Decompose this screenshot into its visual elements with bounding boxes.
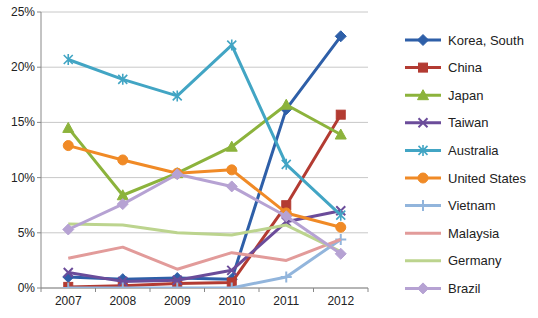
y-tick-label: 20% bbox=[11, 60, 35, 74]
point bbox=[63, 141, 73, 151]
x-tick-label: 2012 bbox=[327, 294, 354, 308]
x-tick-label: 2010 bbox=[218, 294, 245, 308]
y-tick bbox=[37, 288, 41, 289]
legend-label: Brazil bbox=[448, 281, 481, 296]
series-line bbox=[68, 224, 341, 252]
x-tick bbox=[95, 288, 96, 292]
point bbox=[63, 224, 74, 235]
chart: 0% 5% 10% 15% 20% 25% 2007 2008 2009 2010 2011 2012… bbox=[0, 0, 538, 318]
point bbox=[118, 74, 127, 85]
legend-label: Vietnam bbox=[448, 198, 495, 213]
point bbox=[64, 54, 73, 65]
legend: Korea, South China Japan Taiwan Australia Uni… bbox=[405, 33, 527, 296]
point bbox=[226, 181, 237, 192]
x-tick-label: 2007 bbox=[55, 294, 82, 308]
point bbox=[173, 90, 182, 101]
x-tick-label: 2009 bbox=[164, 294, 191, 308]
legend-line bbox=[405, 232, 441, 235]
point bbox=[118, 155, 128, 165]
y-tick-label: 15% bbox=[11, 115, 35, 129]
legend-line bbox=[405, 259, 441, 262]
series-line bbox=[68, 239, 341, 269]
point bbox=[281, 211, 292, 222]
y-tick bbox=[37, 12, 41, 13]
legend-label: Taiwan bbox=[448, 115, 488, 130]
legend-label: United States bbox=[448, 171, 527, 186]
series-line bbox=[68, 174, 341, 253]
x-tick bbox=[150, 288, 151, 292]
series-line bbox=[68, 211, 341, 282]
y-tick-label: 5% bbox=[18, 226, 36, 240]
y-tick-label: 25% bbox=[11, 5, 35, 19]
point bbox=[226, 141, 237, 151]
point bbox=[281, 271, 292, 282]
legend-label: China bbox=[448, 60, 483, 75]
legend-label: Malaysia bbox=[448, 226, 500, 241]
series-line bbox=[68, 45, 341, 215]
y-tick bbox=[37, 67, 41, 68]
legend-marker bbox=[419, 145, 428, 156]
point bbox=[281, 99, 292, 109]
legend-marker bbox=[418, 200, 429, 211]
y-tick-label: 10% bbox=[11, 171, 35, 185]
series-line bbox=[68, 239, 341, 288]
series-line bbox=[68, 115, 341, 287]
legend-label: Korea, South bbox=[448, 33, 524, 48]
point bbox=[226, 283, 237, 289]
y-tick bbox=[37, 177, 41, 178]
legend-marker bbox=[418, 35, 429, 46]
y-tick bbox=[37, 232, 41, 233]
legend-label: Germany bbox=[448, 253, 502, 268]
point bbox=[335, 129, 346, 139]
point bbox=[64, 268, 73, 277]
point bbox=[227, 165, 237, 175]
point bbox=[117, 199, 128, 210]
point bbox=[117, 283, 128, 289]
x-tick bbox=[41, 288, 42, 292]
plot-area bbox=[63, 31, 347, 288]
point bbox=[227, 266, 236, 275]
y-axis bbox=[41, 12, 42, 288]
point bbox=[335, 248, 346, 259]
series-line bbox=[68, 146, 341, 228]
legend-label: Japan bbox=[448, 88, 483, 103]
x-tick-label: 2008 bbox=[109, 294, 136, 308]
x-tick bbox=[368, 288, 369, 292]
x-tick bbox=[204, 288, 205, 292]
x-tick-label: 2011 bbox=[273, 294, 299, 308]
legend-marker bbox=[419, 63, 428, 72]
legend-marker bbox=[418, 283, 429, 294]
point bbox=[63, 283, 74, 289]
point bbox=[172, 169, 183, 180]
point bbox=[336, 110, 345, 119]
y-tick-label: 0% bbox=[18, 281, 36, 295]
series-line bbox=[68, 36, 341, 279]
grid-line bbox=[41, 177, 368, 178]
point bbox=[172, 283, 183, 289]
legend-label: Australia bbox=[448, 143, 499, 158]
point bbox=[336, 210, 345, 221]
point bbox=[63, 122, 74, 132]
grid-line bbox=[41, 12, 368, 13]
point bbox=[282, 159, 291, 170]
x-tick bbox=[259, 288, 260, 292]
legend-marker bbox=[418, 90, 429, 100]
point bbox=[336, 222, 346, 232]
y-tick bbox=[37, 122, 41, 123]
legend-marker bbox=[419, 118, 428, 127]
legend-marker bbox=[418, 173, 428, 183]
x-tick bbox=[313, 288, 314, 292]
point bbox=[335, 31, 346, 42]
point bbox=[227, 40, 236, 51]
